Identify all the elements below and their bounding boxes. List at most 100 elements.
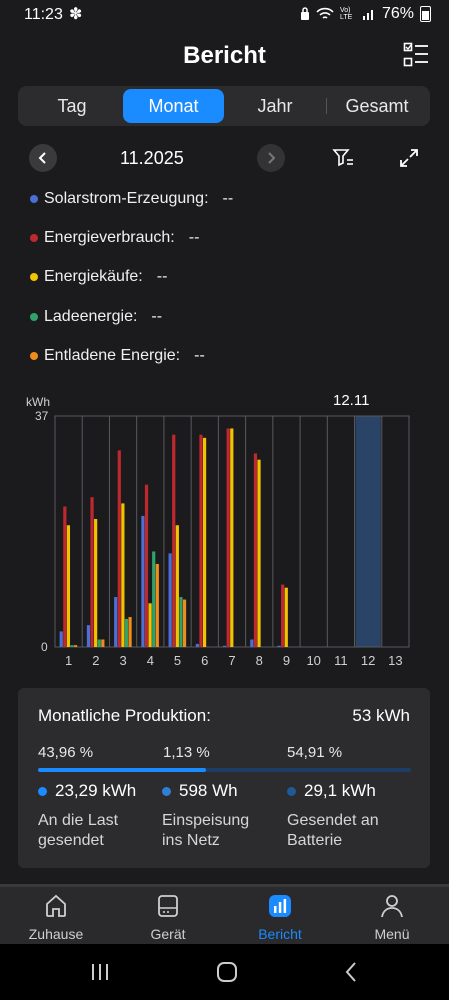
- x-tick-label: 7: [228, 653, 235, 668]
- x-tick-label: 11: [334, 653, 348, 668]
- bar: [179, 597, 183, 647]
- fan-icon: ✽: [69, 6, 83, 23]
- nav-report[interactable]: Bericht: [224, 893, 336, 942]
- chevron-right-icon: [268, 152, 276, 164]
- report-icon: [269, 895, 291, 917]
- production-card: Monatliche Produktion: 53 kWh 43,96 % 1,…: [18, 688, 430, 868]
- bar: [152, 551, 156, 647]
- stat-label: Einspeisung: [162, 812, 250, 829]
- legend-label: Solarstrom-Erzeugung:: [44, 190, 209, 207]
- legend-value: --: [222, 190, 234, 207]
- bar: [59, 631, 63, 647]
- bar: [257, 459, 261, 647]
- legend-item-discharge: Entladene Energie: --: [30, 347, 205, 365]
- bar: [101, 639, 105, 647]
- x-tick-label: 5: [174, 653, 181, 668]
- bar: [253, 453, 258, 647]
- nav-label: Gerät: [150, 926, 186, 942]
- wifi-icon: [316, 7, 334, 19]
- stat-value: 23,29 kWh: [55, 781, 137, 800]
- x-tick-label: 10: [306, 653, 320, 668]
- x-tick-label: 4: [147, 653, 154, 668]
- legend-label: Energiekäufe:: [44, 268, 143, 285]
- bar: [284, 587, 288, 647]
- bar: [182, 599, 187, 647]
- back-icon[interactable]: [344, 961, 358, 983]
- x-tick-label: 12: [361, 653, 375, 668]
- production-progress-bar: [38, 768, 411, 772]
- stat-value: 598 Wh: [179, 781, 238, 800]
- signal-icon: [362, 10, 373, 20]
- stat-load: 23,29 kWh An die Last gesendet: [38, 781, 168, 851]
- page-title: Bericht: [183, 42, 266, 69]
- percent-load: 43,96 %: [38, 744, 94, 761]
- current-period: 11.2025: [120, 148, 184, 168]
- bar: [223, 645, 227, 647]
- tab-jahr[interactable]: Jahr: [257, 96, 293, 116]
- bar: [117, 450, 121, 647]
- stat-dot: [162, 786, 171, 796]
- bar: [70, 645, 74, 647]
- bar: [94, 519, 98, 647]
- checklist-icon[interactable]: [403, 42, 429, 68]
- legend-value: --: [194, 347, 205, 364]
- x-tick-label: 8: [256, 653, 263, 668]
- stat-value: 29,1 kWh: [304, 781, 376, 800]
- legend-value: --: [156, 268, 168, 285]
- home-icon: [46, 894, 66, 917]
- legend-item-charge: Ladeenergie: --: [30, 308, 162, 326]
- bottom-navigation: Zuhause Gerät Bericht Menü: [0, 884, 449, 947]
- stat-label: Gesendet an: [287, 812, 379, 829]
- bar: [63, 506, 67, 647]
- y-tick-label: 0: [41, 640, 48, 654]
- tab-tag[interactable]: Tag: [57, 96, 87, 116]
- y-axis-label: kWh: [26, 395, 50, 409]
- bar: [121, 503, 125, 647]
- bar: [141, 515, 145, 647]
- profile-icon: [381, 895, 403, 918]
- home-button-icon[interactable]: [216, 961, 238, 983]
- legend-label: Ladeenergie:: [44, 308, 138, 325]
- legend-item-solar: Solarstrom-Erzeugung: --: [30, 190, 233, 208]
- stat-label: ins Netz: [162, 832, 220, 849]
- x-tick-label: 3: [119, 653, 126, 668]
- bar: [202, 437, 207, 647]
- legend-item-purchases: Energiekäufe: --: [30, 268, 167, 286]
- network-type: Vo) LTE: [339, 7, 353, 21]
- legend-dot: [30, 195, 38, 203]
- stat-label: gesendet: [38, 832, 104, 849]
- tab-monat[interactable]: Monat: [123, 89, 224, 123]
- y-tick-label: 37: [35, 409, 49, 423]
- recent-apps-icon[interactable]: [90, 962, 110, 982]
- filter-icon[interactable]: [332, 147, 354, 169]
- bar: [86, 625, 91, 647]
- production-value: 53 kWh: [352, 706, 410, 725]
- lock-icon: [300, 7, 309, 20]
- stat-dot: [38, 786, 47, 796]
- tab-gesamt[interactable]: Gesamt: [345, 96, 409, 116]
- previous-button[interactable]: [29, 144, 57, 172]
- bar: [172, 434, 176, 647]
- production-progress-fill: [38, 768, 207, 772]
- legend-item-consumption: Energieverbrauch: --: [30, 229, 199, 247]
- x-tick-label: 13: [388, 653, 402, 668]
- stat-grid: 598 Wh Einspeisung ins Netz: [162, 781, 292, 851]
- bar: [250, 639, 254, 647]
- legend-value: --: [188, 229, 200, 246]
- tab-divider: [326, 98, 327, 114]
- legend-label: Energieverbrauch:: [44, 229, 175, 246]
- bar: [199, 434, 203, 647]
- nav-home[interactable]: Zuhause: [0, 893, 112, 942]
- bar: [90, 497, 94, 647]
- x-tick-label: 2: [92, 653, 99, 668]
- production-title: Monatliche Produktion:: [38, 706, 211, 725]
- nav-device[interactable]: Gerät: [112, 893, 224, 942]
- nav-menu[interactable]: Menü: [336, 893, 448, 942]
- bar: [155, 563, 159, 647]
- legend-dot: [30, 352, 38, 360]
- bar: [277, 645, 281, 647]
- bar: [128, 617, 132, 647]
- expand-icon[interactable]: [399, 148, 419, 168]
- next-button[interactable]: [257, 144, 285, 172]
